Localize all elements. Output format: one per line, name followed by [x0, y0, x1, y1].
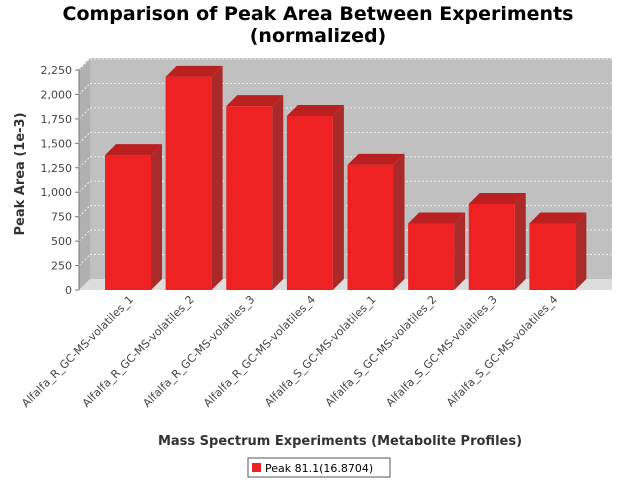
x-tick-label: Alfalfa_S_GC-MS-volatiles_4: [444, 293, 560, 409]
y-tick-label: 750: [51, 211, 72, 224]
x-tick-label: Alfalfa_S_GC-MS-volatiles_2: [323, 293, 439, 409]
gridline-side: [78, 83, 91, 95]
bar-front: [529, 223, 576, 290]
gridline-side: [78, 58, 91, 71]
bars: [105, 65, 587, 290]
y-tick-label: 0: [65, 284, 72, 297]
gridline-side: [78, 180, 91, 193]
y-tick-label: 1,500: [41, 137, 73, 150]
bar-front: [226, 106, 273, 290]
chart-subtitle: (normalized): [250, 25, 387, 47]
y-tick-label: 1,000: [41, 186, 73, 199]
bar: [165, 65, 223, 290]
plot-side-wall: [79, 58, 90, 290]
bar-front: [165, 76, 212, 290]
x-tick-label: Alfalfa_S_GC-MS-volatiles_1: [262, 293, 378, 409]
bar-side: [151, 144, 162, 290]
gridline-side: [78, 254, 91, 266]
legend-swatch: [252, 463, 261, 472]
x-tick-label: Alfalfa_S_GC-MS-volatiles_3: [383, 293, 499, 409]
y-tick-label: 2,000: [41, 88, 73, 101]
legend-box: [247, 457, 391, 478]
y-tick-label: 1,250: [41, 162, 73, 175]
bar-front: [347, 164, 394, 290]
bar-top: [165, 65, 223, 77]
y-tick-label: 2,250: [41, 64, 73, 77]
gridline-side: [78, 107, 91, 120]
bar: [468, 192, 526, 290]
gridline-side: [78, 229, 91, 242]
bar-top: [468, 192, 526, 204]
bar-front: [408, 223, 455, 290]
bar-front: [286, 115, 333, 290]
x-axis-tick-labels: Alfalfa_R_GC-MS-volatiles_1Alfalfa_R_GC-…: [19, 293, 560, 410]
bar-top: [286, 104, 344, 116]
bar: [226, 95, 284, 290]
gridline-side: [78, 205, 91, 218]
bar-side: [514, 192, 526, 290]
x-tick-label: Alfalfa_R_GC-MS-volatiles_4: [201, 293, 318, 410]
bar-top: [347, 153, 405, 165]
y-axis-title: Peak Area (1e-3): [13, 112, 28, 235]
legend: Peak 81.1(16.8704): [247, 457, 391, 478]
bar-side: [575, 212, 587, 290]
y-tick-label: 1,750: [41, 113, 73, 126]
x-axis-title: Mass Spectrum Experiments (Metabolite Pr…: [158, 434, 522, 449]
bar: [347, 153, 405, 290]
y-axis: 0 250 500 750 1,000 1,250 1,500 1,750 2,000 2,250: [41, 64, 80, 297]
bar: [408, 212, 466, 290]
x-tick-label: Alfalfa_R_GC-MS-volatiles_3: [140, 293, 257, 410]
bar-top: [408, 212, 466, 224]
bar-side: [332, 104, 344, 290]
chart-title: Comparison of Peak Area Between Experime…: [63, 3, 574, 25]
bar: [529, 212, 587, 290]
gridline-side: [78, 131, 91, 144]
bar-side: [211, 65, 223, 290]
bar-side: [454, 212, 466, 290]
bar: [286, 104, 344, 290]
x-tick-label: Alfalfa_R_GC-MS-volatiles_2: [80, 293, 197, 410]
y-tick-label: 500: [51, 235, 72, 248]
bar: [105, 144, 162, 290]
bar-top: [105, 144, 162, 156]
bar-top: [529, 212, 587, 224]
y-tick-label: 250: [51, 260, 72, 273]
legend-label: Peak 81.1(16.8704): [265, 462, 373, 475]
gridline-side: [78, 156, 91, 169]
bar-side: [272, 95, 284, 290]
x-tick-label: Alfalfa_R_GC-MS-volatiles_1: [19, 293, 136, 410]
bar-front: [468, 203, 515, 290]
bar-front: [105, 155, 151, 290]
bar-side: [393, 153, 405, 290]
bar-top: [226, 95, 284, 107]
